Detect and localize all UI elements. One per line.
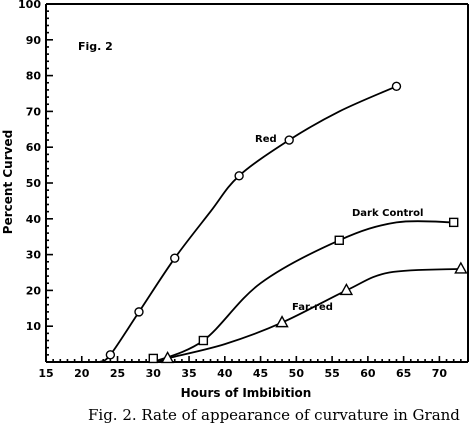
- y-tick-label: 50: [26, 177, 42, 190]
- x-axis-title: Hours of Imbibition: [181, 386, 312, 400]
- data-point-dark-control: [334, 235, 344, 245]
- figure-label: Fig. 2: [78, 40, 113, 53]
- data-point-dark-control: [198, 335, 209, 346]
- x-tick-label: 60: [360, 367, 376, 380]
- y-tick-label: 70: [26, 105, 42, 118]
- y-tick-label: 20: [26, 284, 42, 297]
- data-point-dark-control: [148, 353, 158, 364]
- y-tick-label: 80: [26, 70, 42, 83]
- data-point-far-red: [339, 282, 354, 296]
- data-point-red: [134, 307, 144, 317]
- series-line-dark-control: [152, 220, 454, 363]
- x-tick-label: 55: [324, 367, 339, 380]
- y-tick-label: 40: [26, 213, 42, 226]
- y-tick-label: 60: [26, 141, 42, 154]
- x-tick-label: 35: [181, 367, 196, 380]
- data-point-red: [105, 350, 116, 360]
- x-tick-label: 50: [289, 367, 305, 380]
- data-point-red: [234, 171, 244, 181]
- series-label-red: Red: [255, 134, 277, 145]
- x-tick-label: 20: [74, 367, 90, 380]
- series-line-far-red: [159, 268, 461, 363]
- series-markers: [105, 81, 468, 364]
- x-tick-label: 70: [432, 367, 448, 380]
- data-point-far-red: [160, 350, 175, 364]
- y-tick-label: 90: [26, 34, 42, 47]
- tick-marks: 15 20 25 30 35 40 45 50 55 60 65 70 10 20 30 40 50 60 70 80…: [18, 0, 469, 380]
- x-tick-label: 30: [146, 367, 162, 380]
- data-point-dark-control: [448, 217, 459, 228]
- axes: [45, 3, 469, 363]
- series-label-dark-control: Dark Control: [352, 208, 423, 219]
- data-point-far-red: [454, 261, 468, 274]
- x-tick-label: 65: [396, 367, 411, 380]
- data-point-red: [284, 135, 294, 145]
- data-point-far-red: [275, 315, 289, 328]
- x-tick-label: 45: [253, 367, 268, 380]
- x-tick-label: 25: [110, 367, 125, 380]
- y-tick-label: 10: [26, 320, 42, 333]
- y-tick-label: 100: [18, 0, 41, 11]
- series-label-far-red: Far-red: [292, 302, 333, 313]
- y-tick-label: 30: [26, 249, 42, 262]
- figure-caption: Fig. 2. Rate of appearance of curvature …: [88, 406, 460, 424]
- x-tick-label: 15: [38, 367, 53, 380]
- x-tick-label: 40: [217, 367, 233, 380]
- data-point-red: [170, 253, 180, 263]
- series-line-red: [99, 85, 397, 363]
- y-axis-title: Percent Curved: [1, 130, 15, 234]
- data-point-red: [391, 81, 402, 92]
